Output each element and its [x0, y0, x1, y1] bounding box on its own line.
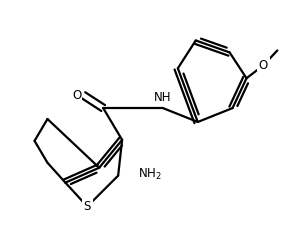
Text: S: S: [84, 200, 91, 213]
Text: O: O: [259, 59, 268, 72]
Text: NH$_2$: NH$_2$: [138, 167, 162, 182]
Text: O: O: [72, 89, 81, 102]
Text: NH: NH: [154, 91, 172, 104]
